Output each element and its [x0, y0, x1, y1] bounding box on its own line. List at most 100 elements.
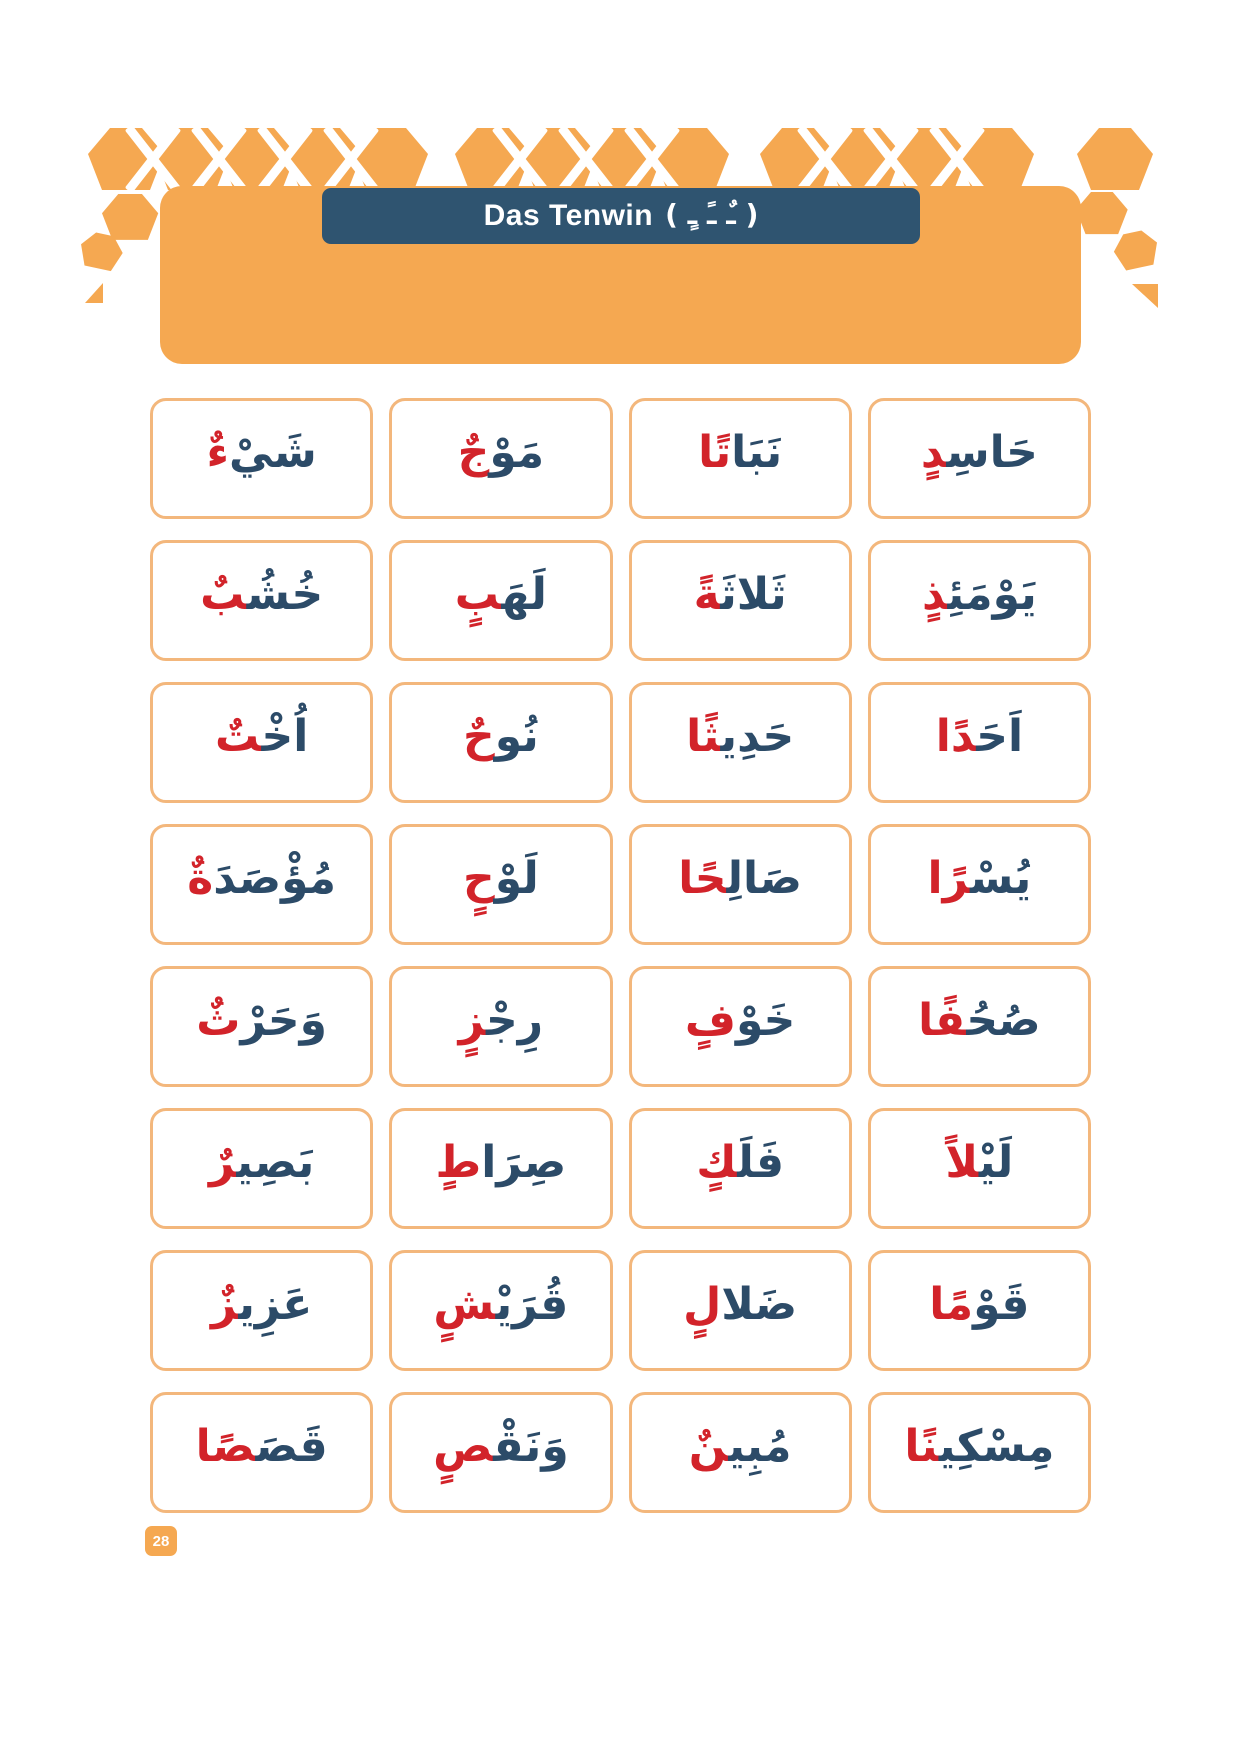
word-tanween-part: لٍ	[683, 1279, 722, 1331]
word-tanween-part: ‍ذٍ	[922, 569, 948, 621]
word-tanween-part: ثٌ	[196, 995, 241, 1047]
word-base-part: عَزِي‍	[238, 1279, 313, 1331]
arabic-word: لَيْ‍‍لاً	[945, 1139, 1013, 1187]
word-card: يُسْ‍‍رًا	[867, 824, 1091, 945]
word-base-part: نُو	[494, 711, 539, 763]
word-tanween-part: ‍ثًا	[686, 711, 721, 763]
word-tanween-part: طٍ	[435, 1137, 482, 1189]
word-card: شَيْءٌ	[150, 398, 374, 519]
arabic-word: صَالِ‍‍حًا	[678, 855, 802, 903]
word-card: اَحَ‍‍دًا	[867, 682, 1091, 803]
arabic-word: يَوْمَئِ‍‍ذٍ	[922, 571, 1037, 619]
word-base-part: شَيْ	[228, 427, 317, 479]
arabic-word: لَوْحٍ	[463, 855, 539, 903]
arabic-word: فَلَ‍‍كٍ	[696, 1139, 784, 1187]
arabic-word: بَصِي‍‍رٌ	[209, 1139, 314, 1187]
arabic-word: صِرَاطٍ	[436, 1139, 567, 1187]
word-tanween-part: ‍شٍ	[433, 1279, 496, 1331]
word-tanween-part: ‍زٍ	[458, 995, 487, 1047]
arabic-word: قَصَ‍‍صًا	[196, 1423, 328, 1471]
word-tanween-part: حٍ	[462, 853, 495, 905]
word-tanween-part: ‍دًا	[935, 711, 977, 763]
page-title: Das Tenwin	[483, 199, 654, 232]
word-card: نُوحٌ	[389, 682, 613, 803]
word-card: قَصَ‍‍صًا	[150, 1392, 374, 1513]
word-card: خَوْفٍ	[628, 966, 852, 1087]
word-base-part: فَلَ‍	[737, 1137, 785, 1189]
word-base-part: اُخْ‍	[261, 711, 309, 763]
word-card: وَحَرْثٌ	[150, 966, 374, 1087]
word-base-part: بَصِي‍	[236, 1137, 315, 1189]
arabic-word: ثَلاثَ‍‍ةً	[694, 571, 787, 619]
word-card: عَزِي‍‍زٌ	[150, 1250, 374, 1371]
word-tanween-part: ‍كٍ	[696, 1137, 738, 1189]
word-card: اُخْ‍‍تٌ	[150, 682, 374, 803]
arabic-word: صُحُ‍‍فًا	[918, 997, 1040, 1045]
word-tanween-part: ‍رًا	[927, 853, 970, 905]
arabic-word: حَاسِ‍‍دٍ	[921, 429, 1038, 477]
title-bar: Das Tenwin ( ـٌ ـً ـٍ )	[322, 188, 920, 244]
word-card: قُرَيْ‍‍شٍ	[389, 1250, 613, 1371]
word-tanween-part: ‍حًا	[678, 853, 727, 905]
word-tanween-part: ‍فًا	[918, 995, 967, 1047]
word-tanween-part: ‍نٌ	[688, 1421, 729, 1473]
arabic-word: وَحَرْثٌ	[196, 997, 327, 1045]
word-tanween-part: ‍ةً	[693, 569, 721, 621]
word-base-part: قَوْ	[973, 1279, 1030, 1331]
arabic-word: اَحَ‍‍دًا	[936, 713, 1023, 761]
word-tanween-part: ‍صًا	[195, 1421, 256, 1473]
word-base-part: قُرَيْ‍	[495, 1279, 569, 1331]
word-tanween-part: ‍لاً	[945, 1137, 979, 1189]
arabic-word: مُؤْصَدَةٌ	[187, 855, 336, 903]
word-base-part: ضَلا	[721, 1279, 798, 1331]
word-base-part: مِسْكِي‍	[938, 1421, 1055, 1473]
word-tanween-part: ‍دٍ	[920, 427, 947, 479]
word-card: صُحُ‍‍فًا	[867, 966, 1091, 1087]
word-card: ثَلاثَ‍‍ةً	[628, 540, 852, 661]
word-card: خُشُ‍‍بٌ	[150, 540, 374, 661]
word-base-part: خَوْ	[736, 995, 796, 1047]
word-tanween-part: ‍بٌ	[200, 569, 247, 621]
word-card: حَدِي‍‍ثًا	[628, 682, 852, 803]
word-base-part: قَصَ‍	[255, 1421, 328, 1473]
word-card: يَوْمَئِ‍‍ذٍ	[867, 540, 1091, 661]
word-card: رِجْ‍‍زٍ	[389, 966, 613, 1087]
arabic-word: وَنَقْ‍‍صٍ	[433, 1423, 569, 1471]
hexagon-strip	[88, 128, 1153, 190]
word-card: مِسْكِي‍‍نًا	[867, 1392, 1091, 1513]
word-base-part: مَوْ	[489, 427, 545, 479]
arabic-word: رِجْ‍‍زٍ	[459, 997, 543, 1045]
word-base-part: لَوْ	[494, 853, 539, 905]
word-card: مَوْجٌ	[389, 398, 613, 519]
word-tanween-part: فٍ	[684, 995, 737, 1047]
arabic-word: حَدِي‍‍ثًا	[686, 713, 794, 761]
word-base-part: مُؤْصَدَ	[213, 853, 336, 905]
word-base-part: صَالِ‍	[726, 853, 803, 905]
word-tanween-part: ‍رٌ	[209, 1137, 237, 1189]
word-card: ضَلالٍ	[628, 1250, 852, 1371]
word-base-part: حَدِي‍	[720, 711, 795, 763]
word-card: مُبِي‍‍نٌ	[628, 1392, 852, 1513]
word-base-part: رِجْ‍	[486, 995, 544, 1047]
word-card: قَوْمًا	[867, 1250, 1091, 1371]
word-tanween-part: ‍نًا	[904, 1421, 939, 1473]
arabic-word: قَوْمًا	[929, 1281, 1029, 1329]
word-base-part: نَبَا	[731, 427, 783, 479]
word-card: صَالِ‍‍حًا	[628, 824, 852, 945]
arabic-word: عَزِي‍‍زٌ	[211, 1281, 312, 1329]
word-card: نَبَاتًا	[628, 398, 852, 519]
word-base-part: مُبِي‍	[728, 1421, 792, 1473]
word-tanween-part: ‍صٍ	[433, 1421, 494, 1473]
arabic-word: ضَلالٍ	[683, 1281, 797, 1329]
word-card: بَصِي‍‍رٌ	[150, 1108, 374, 1229]
word-card: فَلَ‍‍كٍ	[628, 1108, 852, 1229]
word-base-part: خُشُ‍	[246, 569, 324, 621]
left-corner-cluster	[76, 194, 159, 303]
arabic-word: لَهَ‍‍بٍ	[455, 571, 547, 619]
arabic-word: مَوْجٌ	[458, 429, 545, 477]
word-base-part: صِرَا	[481, 1137, 567, 1189]
geometric-border-decoration	[76, 124, 1162, 308]
word-card: مُؤْصَدَةٌ	[150, 824, 374, 945]
arabic-word: مُبِي‍‍نٌ	[689, 1423, 792, 1471]
